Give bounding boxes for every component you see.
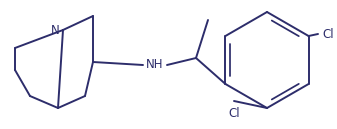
Text: Cl: Cl xyxy=(322,27,334,41)
Text: NH: NH xyxy=(146,58,164,71)
Text: Cl: Cl xyxy=(228,107,240,120)
Text: N: N xyxy=(51,23,59,37)
